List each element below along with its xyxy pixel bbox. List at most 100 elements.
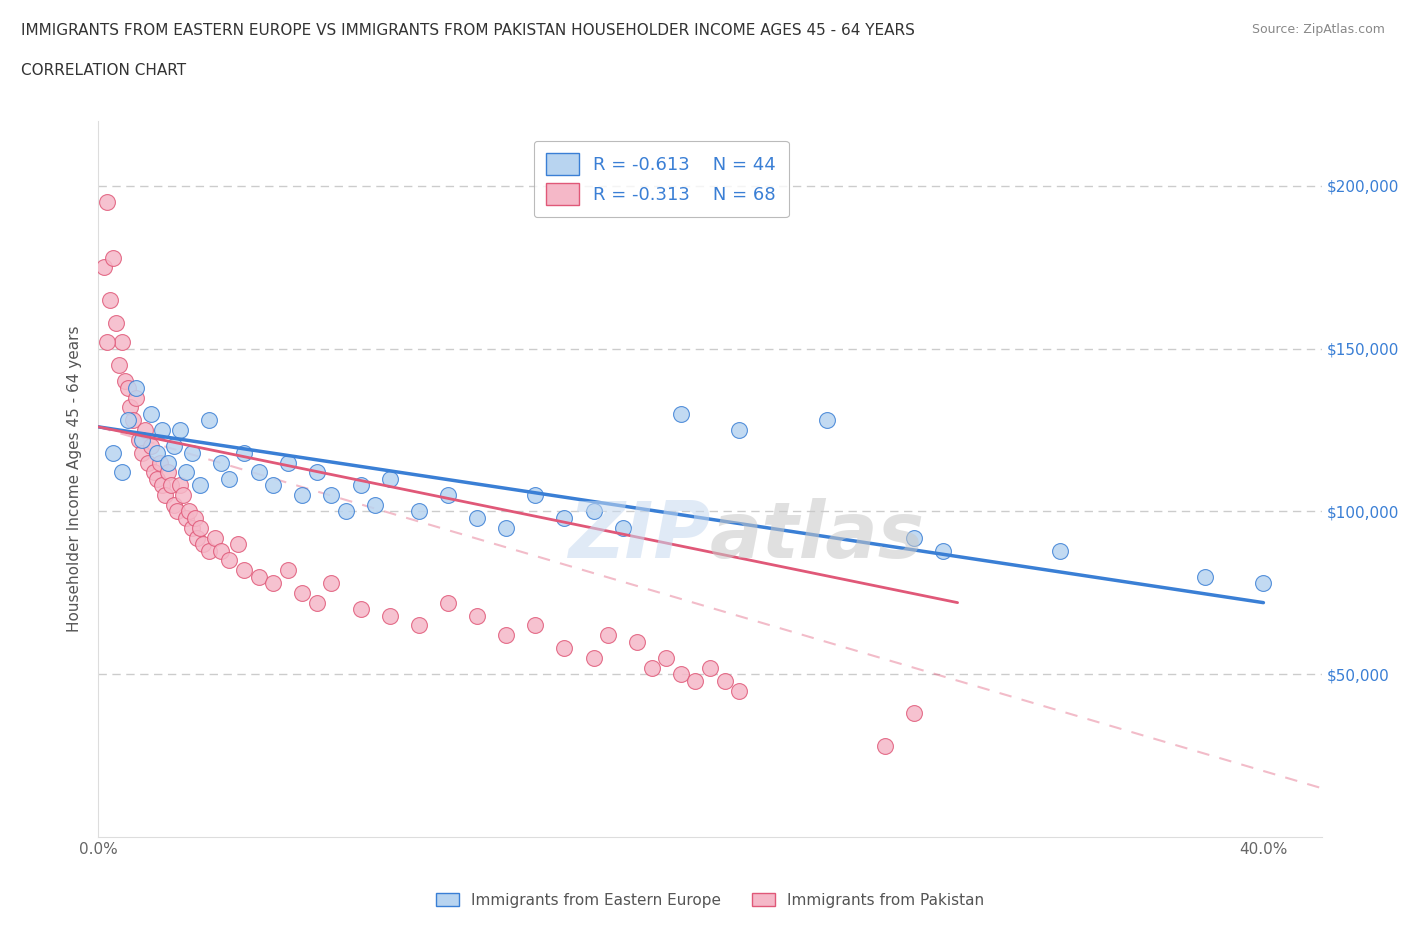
Point [495, 521, 517, 536]
Point [160, 478, 183, 493]
Point [96, 335, 118, 350]
Point [139, 439, 162, 454]
Point [157, 465, 180, 480]
Point [553, 511, 575, 525]
Point [349, 478, 371, 493]
Point [180, 521, 202, 536]
Point [169, 478, 191, 493]
Point [437, 595, 460, 610]
Point [262, 478, 284, 493]
Point [669, 406, 692, 421]
Point [152, 422, 174, 438]
Point [204, 530, 226, 545]
Point [152, 478, 174, 493]
Point [120, 400, 142, 415]
Point [163, 439, 186, 454]
Point [582, 651, 605, 666]
Point [437, 488, 460, 503]
Point [685, 673, 707, 688]
Point [111, 335, 134, 350]
Point [815, 413, 838, 428]
Point [96, 195, 118, 210]
Point [188, 521, 212, 536]
Point [262, 576, 284, 591]
Point [142, 465, 165, 480]
Point [247, 569, 270, 584]
Point [524, 618, 547, 633]
Point [277, 456, 299, 471]
Legend: Immigrants from Eastern Europe, Immigrants from Pakistan: Immigrants from Eastern Europe, Immigran… [429, 885, 991, 915]
Point [131, 445, 153, 460]
Point [166, 504, 188, 519]
Point [728, 683, 751, 698]
Point [155, 488, 177, 503]
Point [117, 380, 139, 395]
Point [553, 641, 575, 656]
Point [305, 595, 328, 610]
Point [108, 357, 131, 372]
Text: Source: ZipAtlas.com: Source: ZipAtlas.com [1251, 23, 1385, 36]
Point [378, 608, 401, 623]
Point [669, 667, 692, 682]
Point [209, 543, 232, 558]
Point [186, 530, 208, 545]
Point [172, 488, 194, 503]
Point [218, 552, 240, 567]
Point [349, 602, 371, 617]
Point [408, 618, 430, 633]
Point [408, 504, 430, 519]
Point [104, 315, 127, 330]
Point [277, 563, 299, 578]
Point [364, 498, 387, 512]
Point [157, 456, 180, 471]
Point [145, 472, 167, 486]
Point [122, 413, 145, 428]
Point [198, 413, 221, 428]
Point [321, 488, 343, 503]
Point [903, 706, 925, 721]
Point [174, 511, 197, 525]
Text: CORRELATION CHART: CORRELATION CHART [21, 63, 186, 78]
Point [728, 422, 751, 438]
Point [209, 456, 232, 471]
Point [873, 738, 896, 753]
Point [291, 586, 314, 601]
Point [1253, 576, 1275, 591]
Point [305, 465, 328, 480]
Point [524, 488, 547, 503]
Point [247, 465, 270, 480]
Point [641, 660, 664, 675]
Point [713, 673, 735, 688]
Y-axis label: Householder Income Ages 45 - 64 years: Householder Income Ages 45 - 64 years [67, 326, 83, 632]
Point [136, 456, 159, 471]
Text: atlas: atlas [710, 498, 925, 574]
Point [183, 511, 205, 525]
Point [134, 422, 156, 438]
Point [139, 406, 162, 421]
Point [465, 511, 488, 525]
Point [291, 488, 314, 503]
Point [198, 543, 221, 558]
Point [495, 628, 517, 643]
Point [193, 537, 215, 551]
Point [177, 504, 200, 519]
Point [218, 472, 240, 486]
Point [612, 521, 634, 536]
Point [101, 445, 124, 460]
Point [101, 250, 124, 265]
Point [111, 465, 134, 480]
Point [596, 628, 619, 643]
Point [188, 478, 212, 493]
Point [169, 422, 191, 438]
Point [93, 259, 115, 275]
Point [1049, 543, 1071, 558]
Point [145, 445, 167, 460]
Point [163, 498, 186, 512]
Point [626, 634, 648, 649]
Point [699, 660, 721, 675]
Point [378, 472, 401, 486]
Point [233, 445, 256, 460]
Point [226, 537, 249, 551]
Text: ZIP: ZIP [568, 498, 710, 574]
Point [125, 391, 148, 405]
